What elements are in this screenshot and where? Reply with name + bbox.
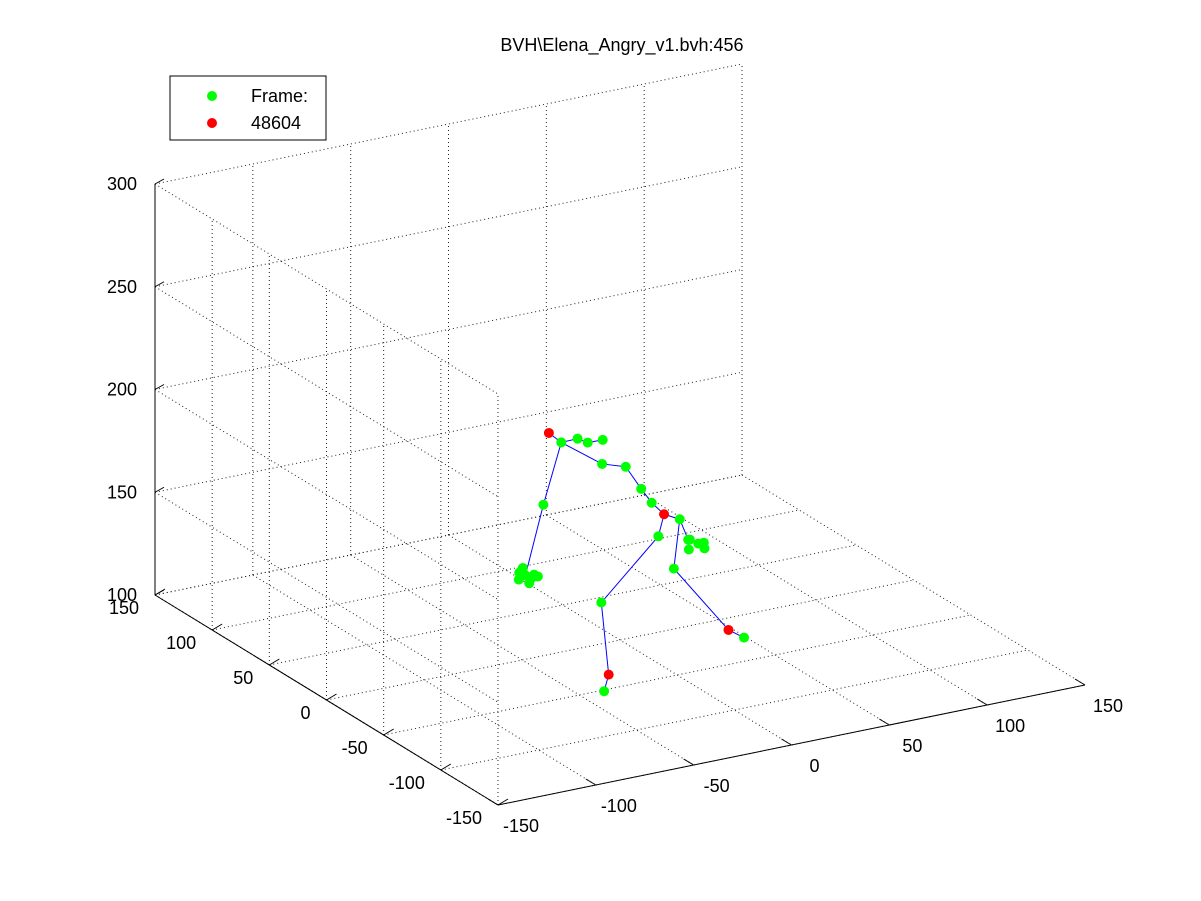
x-tick-label: 0 <box>809 756 819 776</box>
joint-marker <box>646 497 657 508</box>
grid <box>154 63 1086 806</box>
joint-marker <box>636 483 647 494</box>
legend-label-frame-number: 48604 <box>251 113 301 133</box>
joint-marker <box>659 509 670 520</box>
y-tick-mark <box>383 728 394 736</box>
y-tick-label: 0 <box>300 703 310 723</box>
legend: Frame: 48604 <box>169 75 327 141</box>
x-tick-mark <box>585 778 597 786</box>
legend-box <box>169 75 327 141</box>
tick-labels: 100150200250300-150-100-50050100150-150-… <box>107 174 1123 836</box>
z-tick-mark <box>154 384 165 390</box>
bone-segment <box>673 519 681 569</box>
joint-marker <box>529 569 540 580</box>
axes <box>154 178 1086 806</box>
joint-marker <box>572 433 583 444</box>
bone-segment <box>600 602 610 675</box>
y-tick-label: 100 <box>166 633 196 653</box>
y-tick-label: 50 <box>233 668 253 688</box>
bone-segment <box>600 535 659 603</box>
floor-grid-line <box>252 574 597 786</box>
z-tick-label: 250 <box>107 277 137 297</box>
x-tick-label: -50 <box>704 776 730 796</box>
joint-marker <box>603 669 614 680</box>
floor-grid-line <box>741 474 1086 686</box>
y-tick-mark <box>269 658 280 666</box>
joint-marker <box>596 597 607 608</box>
bone-segment <box>673 568 729 631</box>
z-tick-label: 200 <box>107 380 137 400</box>
x-tick-mark <box>1074 678 1086 686</box>
joint-marker <box>653 531 664 542</box>
legend-marker-frame <box>207 91 217 101</box>
y-tick-label: 150 <box>109 598 139 618</box>
x-tick-label: -150 <box>503 816 539 836</box>
joint-marker <box>597 458 608 469</box>
joint-marker <box>739 632 749 643</box>
z-tick-mark <box>154 486 165 493</box>
y-tick-mark <box>497 798 509 806</box>
joint-marker <box>668 563 679 574</box>
joint-marker <box>582 437 593 448</box>
x-tick-mark <box>683 758 694 766</box>
z-tick-label: 100 <box>107 585 137 605</box>
z-tick-label: 300 <box>107 174 137 194</box>
joint-marker <box>524 578 535 589</box>
floor-grid-line <box>440 649 1028 771</box>
floor-grid-line <box>326 579 914 701</box>
floor-grid-line <box>212 509 800 631</box>
bone-segment <box>524 504 544 576</box>
chart-title: BVH\Elena_Angry_v1.bvh:456 <box>500 35 743 56</box>
joint-marker <box>723 624 734 635</box>
joint-marker <box>599 686 610 697</box>
y-tick-mark <box>211 623 223 631</box>
floor-grid-line <box>643 494 988 706</box>
x-tick-mark <box>976 698 988 706</box>
z-tick-label: 150 <box>107 482 137 502</box>
joint-marker <box>674 514 685 525</box>
joint-marker <box>684 534 695 545</box>
joint-marker <box>620 461 631 472</box>
joint-marker <box>698 537 709 548</box>
x-tick-label: 100 <box>995 716 1025 736</box>
y-tick-mark <box>440 763 452 771</box>
x-tick-label: -100 <box>601 796 637 816</box>
left-wall-grid-line <box>154 183 499 395</box>
y-tick-mark <box>154 588 166 596</box>
joint-marker <box>538 499 549 510</box>
x-tick-mark <box>879 718 890 726</box>
x-tick-label: 50 <box>902 736 922 756</box>
z-tick-mark <box>154 178 165 185</box>
floor-grid-line <box>350 554 694 766</box>
joint-marker <box>597 434 608 445</box>
x-tick-mark <box>781 738 792 746</box>
joint-marker <box>683 544 694 555</box>
y-tick-label: -150 <box>446 808 482 828</box>
bone-segment <box>542 442 562 505</box>
z-tick-mark <box>154 281 165 288</box>
right-wall-grid-line <box>154 269 743 390</box>
joint-marker <box>543 427 554 438</box>
legend-label-frame: Frame: <box>251 86 308 106</box>
x-tick-label: 150 <box>1093 696 1123 716</box>
bone-segment <box>561 441 603 465</box>
y-tick-label: -100 <box>389 773 425 793</box>
joint-marker <box>513 574 524 585</box>
joint-marker <box>517 562 528 573</box>
floor-grid-line <box>269 544 857 666</box>
legend-marker-frame-number <box>207 118 217 128</box>
y-tick-label: -50 <box>342 738 368 758</box>
skeleton-joints <box>513 427 749 697</box>
x-tick-mark <box>487 798 499 806</box>
y-tick-mark <box>326 693 337 701</box>
joint-marker <box>556 437 567 448</box>
floor-grid-line <box>546 514 890 726</box>
